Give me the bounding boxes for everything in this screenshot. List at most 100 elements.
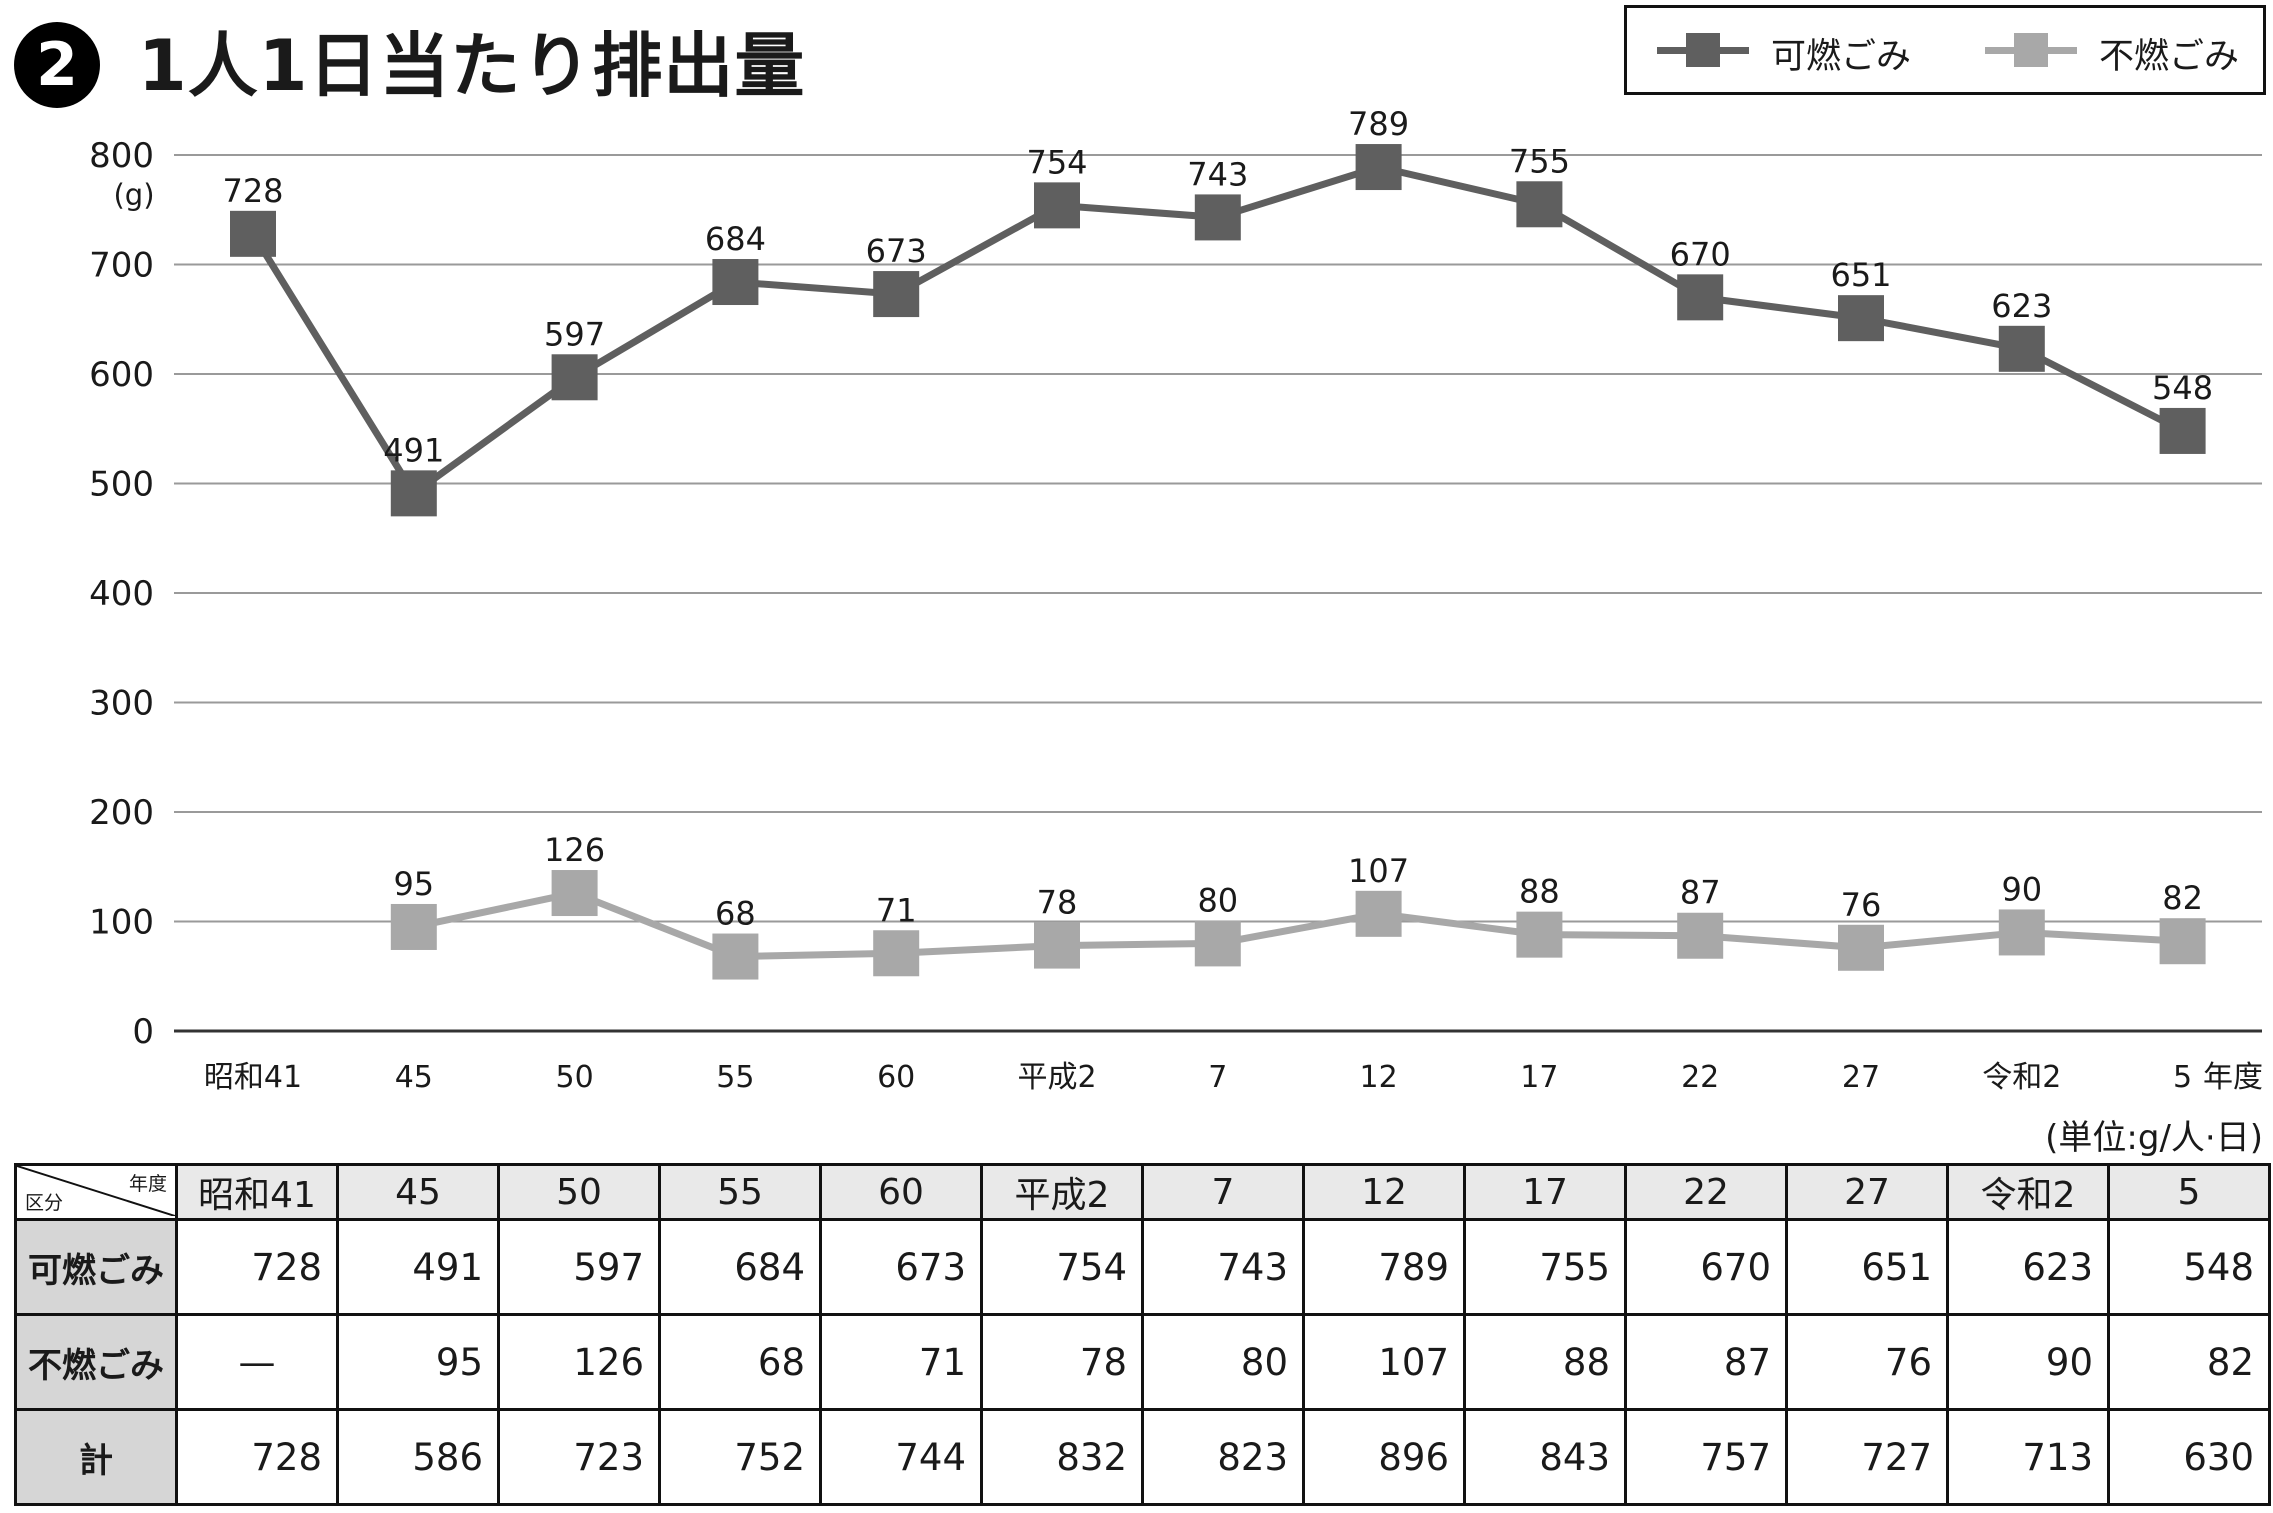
- x-tick-label: 7: [1208, 1060, 1227, 1095]
- data-point-combustible: [1034, 182, 1080, 229]
- data-label-noncombustible: 82: [2162, 879, 2203, 917]
- table-header-cell: 27: [1785, 1163, 1949, 1221]
- legend-label-noncombustible: 不燃ごみ: [2099, 37, 2240, 77]
- table-cell: 843: [1463, 1408, 1627, 1506]
- x-tick-label: 45: [395, 1060, 433, 1095]
- table-cell: 623: [1946, 1218, 2110, 1316]
- data-point-noncombustible: [1194, 920, 1241, 967]
- table-header-cell: 60: [819, 1163, 983, 1221]
- data-table: 年度 区分 昭和41 45 50 55 60 平成2 7 12 17 22 27 令和2 5 可燃ごみ 7…: [14, 1163, 2271, 1506]
- table-cell: 76: [1785, 1313, 1949, 1411]
- data-point-noncombustible: [1516, 911, 1563, 958]
- table-header-cell: 50: [497, 1163, 661, 1221]
- x-tick-label: 22: [1681, 1060, 1719, 1095]
- corner-label-category: 区分: [25, 1192, 64, 1214]
- table-cell: 684: [658, 1218, 822, 1316]
- title-number-badge: 2: [14, 22, 100, 108]
- table-header-cell: 12: [1302, 1163, 1466, 1221]
- table-header-row: 年度 区分 昭和41 45 50 55 60 平成2 7 12 17 22 27 令和2 5: [14, 1163, 2271, 1221]
- table-cell: 757: [1624, 1408, 1788, 1506]
- data-point-noncombustible: [1838, 924, 1884, 971]
- table-cell: 743: [1141, 1218, 1305, 1316]
- table-header-cell: 7: [1141, 1163, 1305, 1221]
- data-label-combustible: 623: [1991, 287, 2052, 325]
- data-label-noncombustible: 68: [715, 895, 756, 933]
- data-point-combustible: [1194, 194, 1241, 241]
- data-point-noncombustible: [551, 870, 598, 917]
- data-label-combustible: 789: [1348, 105, 1409, 143]
- data-point-noncombustible: [2159, 918, 2206, 965]
- table-header-cell: 17: [1463, 1163, 1627, 1221]
- data-point-combustible: [1355, 144, 1402, 191]
- data-label-noncombustible: 126: [544, 831, 605, 869]
- table-corner: 年度 区分: [14, 1163, 178, 1221]
- table-header-cell: 5: [2107, 1163, 2271, 1221]
- y-tick-label: 700: [89, 246, 154, 286]
- data-label-noncombustible: 87: [1680, 874, 1721, 912]
- x-tick-label: 60: [877, 1060, 915, 1095]
- y-tick-label: 400: [89, 574, 154, 614]
- data-label-noncombustible: 80: [1197, 881, 1238, 919]
- table-cell: 78: [980, 1313, 1144, 1411]
- table-cell: 90: [1946, 1313, 2110, 1411]
- corner-diagonal: [17, 1166, 175, 1216]
- table-cell: 95: [336, 1313, 500, 1411]
- table-cell: 630: [2107, 1408, 2271, 1506]
- table-cell: 126: [497, 1313, 661, 1411]
- table-cell: 752: [658, 1408, 822, 1506]
- table-cell: 673: [819, 1218, 983, 1316]
- table-cell: 728: [175, 1218, 339, 1316]
- data-point-combustible: [390, 470, 437, 517]
- x-tick-label: 17: [1520, 1060, 1558, 1095]
- table-row-label: 不燃ごみ: [14, 1313, 178, 1411]
- table-row-label: 可燃ごみ: [14, 1218, 178, 1316]
- table-cell: 896: [1302, 1408, 1466, 1506]
- y-tick-label: 500: [89, 465, 154, 505]
- y-tick-label: 800: [89, 136, 154, 176]
- x-axis-suffix: 年度: [2203, 1060, 2263, 1095]
- table-cell: 728: [175, 1408, 339, 1506]
- table-cell: 755: [1463, 1218, 1627, 1316]
- data-point-noncombustible: [712, 933, 759, 980]
- data-point-noncombustible: [390, 903, 437, 950]
- table-row: 可燃ごみ 728 491 597 684 673 754 743 789 755 670 651 623…: [14, 1218, 2271, 1316]
- data-label-noncombustible: 90: [2001, 870, 2042, 908]
- legend-label-combustible: 可燃ごみ: [1771, 37, 1912, 77]
- table-cell: 82: [2107, 1313, 2271, 1411]
- data-point-combustible: [551, 354, 598, 401]
- table-cell: 754: [980, 1218, 1144, 1316]
- x-tick-label: 平成2: [1017, 1060, 1096, 1095]
- table-cell: 744: [819, 1408, 983, 1506]
- data-label-combustible: 673: [866, 232, 927, 270]
- y-tick-label: 0: [132, 1012, 154, 1052]
- x-tick-label: 55: [716, 1060, 754, 1095]
- data-label-combustible: 754: [1026, 143, 1087, 181]
- y-tick-label: 100: [89, 903, 154, 943]
- x-tick-label: 50: [556, 1060, 594, 1095]
- data-point-noncombustible: [1677, 912, 1724, 959]
- table-cell: 597: [497, 1218, 661, 1316]
- x-tick-label: 27: [1842, 1060, 1880, 1095]
- data-point-noncombustible: [1355, 890, 1402, 937]
- data-point-combustible: [1998, 325, 2045, 372]
- x-tick-label: 令和2: [1982, 1060, 2061, 1095]
- x-tick-label: 昭和41: [204, 1060, 302, 1095]
- data-point-noncombustible: [873, 930, 920, 977]
- data-label-noncombustible: 107: [1348, 852, 1409, 890]
- data-point-noncombustible: [1034, 922, 1080, 969]
- table-cell: 823: [1141, 1408, 1305, 1506]
- table-cell: 670: [1624, 1218, 1788, 1316]
- table-cell: 832: [980, 1408, 1144, 1506]
- line-chart: 0 100 200 300 400 500 600 700 800(g) 昭和41 45 50 55 60…: [89, 105, 2263, 1095]
- table-row: 不燃ごみ —95 126 68 71 78 80 107 88 87 76 90 82: [14, 1313, 2271, 1411]
- legend: 可燃ごみ 不燃ごみ: [1624, 5, 2266, 95]
- table-cell: 87: [1624, 1313, 1788, 1411]
- data-point-noncombustible: [1998, 909, 2045, 956]
- table-header-cell: 平成2: [980, 1163, 1144, 1221]
- data-label-combustible: 548: [2152, 369, 2213, 407]
- data-label-combustible: 755: [1509, 142, 1570, 180]
- legend-marker-noncombustible: [2014, 33, 2048, 67]
- data-point-combustible: [873, 271, 920, 318]
- table-cell: 107: [1302, 1313, 1466, 1411]
- data-label-noncombustible: 76: [1841, 886, 1882, 924]
